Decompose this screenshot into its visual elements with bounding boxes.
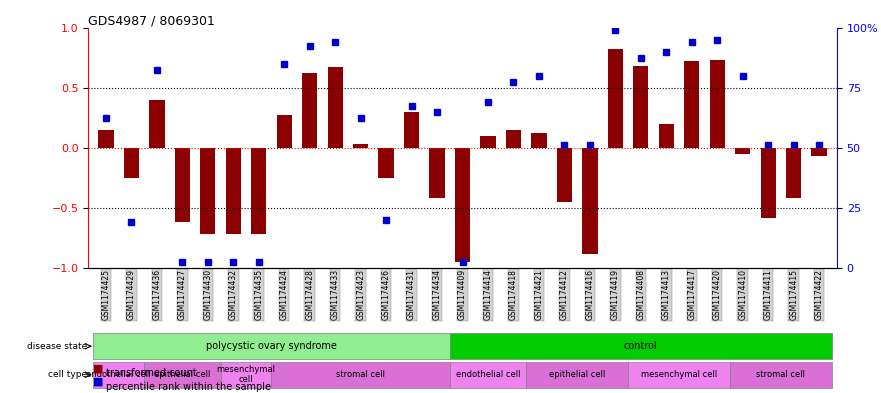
FancyBboxPatch shape (93, 333, 450, 359)
Text: epithelial cell: epithelial cell (549, 370, 605, 379)
Text: endothelial cell: endothelial cell (86, 370, 151, 379)
Text: mesenchymal cell: mesenchymal cell (640, 370, 717, 379)
Text: GSM1174434: GSM1174434 (433, 269, 441, 320)
Text: ■: ■ (93, 364, 103, 373)
Bar (608, 49, 623, 148)
Bar (811, 148, 826, 156)
FancyBboxPatch shape (730, 362, 832, 387)
Text: GSM1174417: GSM1174417 (687, 269, 696, 320)
Text: GSM1174433: GSM1174433 (330, 269, 340, 320)
Bar (404, 112, 419, 148)
Bar (251, 148, 266, 234)
Text: stromal cell: stromal cell (337, 370, 385, 379)
Bar (174, 148, 190, 222)
Bar (480, 136, 496, 148)
Text: GSM1174409: GSM1174409 (458, 269, 467, 320)
Text: GSM1174430: GSM1174430 (204, 269, 212, 320)
Text: GSM1174426: GSM1174426 (381, 269, 390, 320)
Text: GSM1174416: GSM1174416 (585, 269, 595, 320)
Text: GSM1174412: GSM1174412 (560, 269, 569, 320)
Text: GSM1174415: GSM1174415 (789, 269, 798, 320)
Bar (123, 148, 139, 178)
Text: GDS4987 / 8069301: GDS4987 / 8069301 (88, 15, 215, 28)
FancyBboxPatch shape (450, 333, 832, 359)
Text: GSM1174421: GSM1174421 (535, 269, 544, 320)
Bar (735, 148, 751, 154)
Bar (709, 60, 725, 148)
Text: polycystic ovary syndrome: polycystic ovary syndrome (206, 341, 337, 351)
Bar (379, 148, 394, 178)
Text: GSM1174414: GSM1174414 (484, 269, 492, 320)
Bar (455, 148, 470, 262)
FancyBboxPatch shape (93, 362, 144, 387)
Text: cell type: cell type (48, 370, 87, 379)
Text: GSM1174436: GSM1174436 (152, 269, 161, 320)
Bar (226, 148, 241, 234)
Text: GSM1174408: GSM1174408 (636, 269, 645, 320)
Text: GSM1174413: GSM1174413 (662, 269, 670, 320)
Bar (328, 67, 343, 148)
Text: control: control (624, 341, 658, 351)
Text: GSM1174422: GSM1174422 (815, 269, 824, 320)
Text: ■: ■ (93, 377, 103, 387)
Bar (149, 100, 165, 148)
Text: endothelial cell: endothelial cell (455, 370, 521, 379)
Bar (506, 130, 521, 148)
Bar (685, 61, 700, 148)
Text: GSM1174429: GSM1174429 (127, 269, 136, 320)
Text: disease state: disease state (26, 342, 87, 351)
Bar (99, 130, 114, 148)
Text: GSM1174428: GSM1174428 (305, 269, 315, 320)
Text: mesenchymal
cell: mesenchymal cell (217, 365, 276, 384)
Bar (429, 148, 445, 198)
Text: GSM1174410: GSM1174410 (738, 269, 747, 320)
Bar (582, 148, 597, 253)
FancyBboxPatch shape (526, 362, 628, 387)
Bar (277, 115, 292, 148)
Text: GSM1174425: GSM1174425 (101, 269, 110, 320)
Text: GSM1174411: GSM1174411 (764, 269, 773, 320)
FancyBboxPatch shape (144, 362, 220, 387)
Text: GSM1174423: GSM1174423 (356, 269, 365, 320)
Bar (200, 148, 216, 234)
Text: GSM1174419: GSM1174419 (611, 269, 620, 320)
Bar (353, 144, 368, 148)
Text: stromal cell: stromal cell (757, 370, 805, 379)
Text: GSM1174418: GSM1174418 (509, 269, 518, 320)
Bar (633, 66, 648, 148)
Text: GSM1174427: GSM1174427 (178, 269, 187, 320)
Text: GSM1174420: GSM1174420 (713, 269, 722, 320)
FancyBboxPatch shape (450, 362, 526, 387)
Bar (302, 73, 317, 148)
Text: GSM1174435: GSM1174435 (255, 269, 263, 320)
FancyBboxPatch shape (628, 362, 730, 387)
Text: percentile rank within the sample: percentile rank within the sample (106, 382, 270, 392)
Text: GSM1174424: GSM1174424 (280, 269, 289, 320)
Text: GSM1174432: GSM1174432 (229, 269, 238, 320)
Bar (786, 148, 802, 198)
Bar (557, 148, 572, 202)
FancyBboxPatch shape (220, 362, 271, 387)
FancyBboxPatch shape (271, 362, 450, 387)
Text: epithelial cell: epithelial cell (154, 370, 211, 379)
Text: GSM1174431: GSM1174431 (407, 269, 416, 320)
Bar (531, 133, 546, 148)
Bar (760, 148, 776, 218)
Bar (659, 124, 674, 148)
Text: transformed count: transformed count (106, 368, 196, 378)
